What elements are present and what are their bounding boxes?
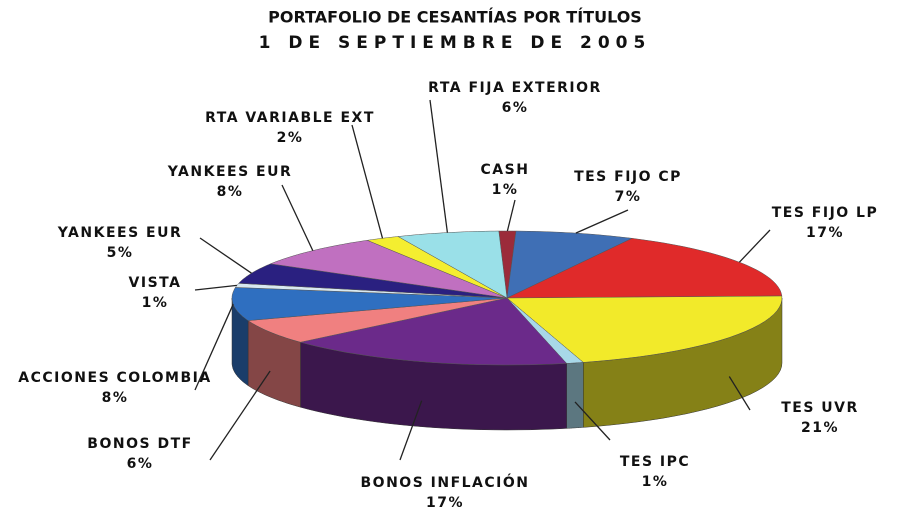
- pie-slice: [247, 297, 508, 343]
- slice-label: TES UVR: [781, 400, 859, 416]
- slice-label: YANKEES EUR: [167, 164, 293, 180]
- chart-title: PORTAFOLIO DE CESANTÍAS POR TÍTULOS: [268, 8, 642, 27]
- slice-label: VISTA: [129, 275, 182, 291]
- leader-line: [575, 209, 629, 234]
- value-label: 7%: [615, 189, 642, 205]
- slice-label: TES IPC: [620, 454, 690, 470]
- value-label: 5%: [107, 245, 134, 261]
- value-label: 1%: [142, 295, 169, 311]
- leader-line: [728, 376, 751, 411]
- pie-side: [566, 362, 584, 429]
- value-label: 6%: [502, 100, 529, 116]
- value-label: 8%: [217, 184, 244, 200]
- slice-label: TES FIJO LP: [772, 205, 879, 221]
- slice-label: ACCIONES COLOMBIA: [18, 370, 211, 386]
- pie-slice: [506, 297, 584, 364]
- leader-line: [194, 284, 237, 291]
- leader-line: [351, 124, 384, 239]
- value-label: 1%: [492, 182, 519, 198]
- value-label: 17%: [806, 225, 844, 241]
- value-label: 6%: [127, 456, 154, 472]
- slice-label: TES FIJO CP: [574, 169, 682, 185]
- leader-line: [429, 99, 449, 233]
- value-label: 21%: [801, 420, 839, 436]
- slice-label: YANKEES EUR: [57, 225, 183, 241]
- leader-line: [194, 303, 234, 391]
- slice-label: RTA VARIABLE EXT: [205, 110, 375, 126]
- value-label: 2%: [277, 130, 304, 146]
- value-label: 1%: [642, 474, 669, 490]
- leader-line: [199, 237, 252, 274]
- slice-label: BONOS DTF: [87, 436, 192, 452]
- pie-slice: [506, 295, 783, 363]
- leader-line: [399, 400, 423, 461]
- slice-label: BONOS INFLACIÓN: [361, 473, 530, 491]
- leader-line: [574, 401, 611, 441]
- leader-line: [738, 229, 771, 263]
- pie-slice: [300, 297, 568, 366]
- value-label: 8%: [102, 390, 129, 406]
- leader-line: [506, 199, 516, 232]
- chart-subtitle: 1 DE SEPTIEMBRE DE 2005: [259, 33, 652, 53]
- leader-line: [281, 184, 314, 251]
- slice-label: CASH: [481, 162, 530, 178]
- slice-label: RTA FIJA EXTERIOR: [428, 80, 602, 96]
- value-label: 17%: [426, 495, 464, 510]
- leader-line: [209, 370, 271, 461]
